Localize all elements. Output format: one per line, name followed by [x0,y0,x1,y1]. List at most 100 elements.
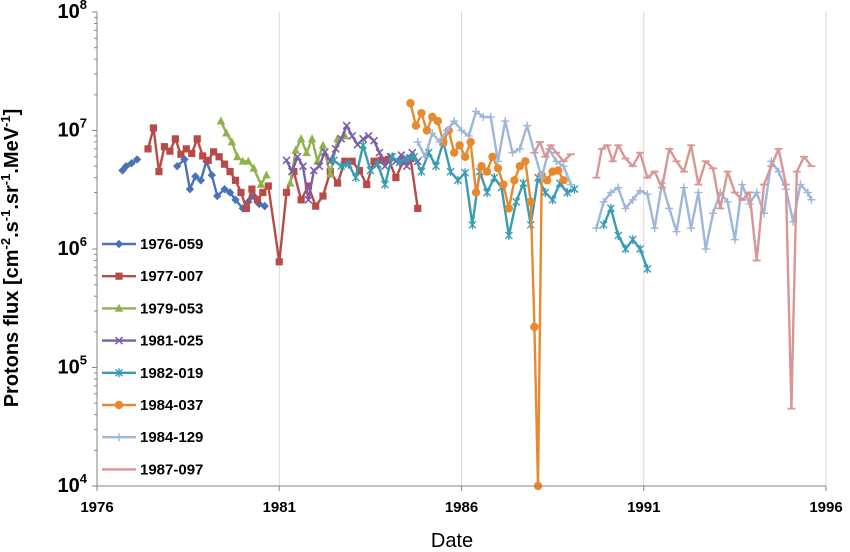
data-point [282,188,291,197]
data-point [225,188,235,197]
data-point [433,116,443,126]
data-point [450,117,459,126]
data-point [397,151,406,160]
data-point [461,168,470,178]
legend-label: 1979-053 [140,300,203,317]
data-point [222,128,231,137]
data-point [411,121,421,130]
data-point [216,116,226,125]
legend-marker [114,400,124,410]
data-point [515,161,525,171]
data-point [694,188,703,197]
data-point [291,145,300,154]
data-point [244,156,253,165]
y-tick-label: 104 [58,471,88,497]
legend-marker [115,433,123,442]
data-point [553,166,563,175]
legend: 1976-059 1977-007 1979-053 1981-025 1982-019… [102,236,203,478]
x-tick-label: 1996 [809,499,842,516]
data-point [510,176,519,185]
data-point [329,155,338,165]
data-point [614,230,623,240]
data-point [395,157,404,167]
data-point [172,161,182,171]
data-point [413,137,422,146]
data-point [155,167,163,176]
data-point [237,188,245,197]
data-point [526,197,535,207]
data-point [256,179,266,188]
data-point [132,155,142,164]
data-point [471,188,481,197]
data-point [643,264,652,274]
data-point [501,117,510,126]
legend-item: 1981-025 [102,333,203,350]
data-point [160,143,169,151]
legend-label: 1987-097 [140,461,203,478]
data-point [614,183,623,192]
x-tick-label: 1991 [627,499,660,516]
data-point [337,161,346,171]
data-point [541,187,550,197]
series-layer [118,98,816,491]
data-point [466,137,475,147]
legend-label: 1982-019 [140,365,203,382]
data-point [249,163,258,172]
data-point [326,169,335,178]
data-point [519,178,528,188]
data-point [460,152,470,161]
data-point [333,179,342,187]
data-point [431,161,440,171]
data-point [472,107,481,116]
data-point [455,141,464,150]
data-point [406,98,415,108]
data-point [369,136,379,145]
data-point [220,184,229,194]
data-point [297,196,305,204]
data-point [363,180,371,189]
data-point [199,152,207,160]
data-point [233,152,242,161]
data-point [275,258,283,266]
data-point [185,184,195,194]
data-point [207,170,217,180]
data-point [621,204,630,213]
data-point [521,157,530,166]
data-point [457,126,466,135]
data-point [477,161,486,171]
data-point [342,121,351,130]
data-point [563,187,572,197]
data-point [298,162,308,171]
data-point [402,154,411,164]
legend-item: 1976-059 [102,236,203,253]
data-point [650,224,659,233]
data-point [304,182,313,190]
data-point [530,322,539,332]
data-point [293,152,302,161]
data-point [464,131,473,140]
data-point [709,209,718,218]
data-point [488,152,497,161]
x-axis-title: Date [431,530,473,552]
legend-item: 1982-019 [102,365,203,382]
data-point [351,173,360,183]
data-point [309,166,318,175]
data-point [512,197,521,207]
series-1987-097 [530,140,816,410]
series-line [416,110,573,185]
data-point [730,235,739,244]
series-line [602,207,649,270]
x-tick-label: 1976 [80,499,113,516]
data-point [318,140,328,149]
data-point [366,165,375,175]
data-point [774,167,783,176]
data-point [493,164,503,173]
data-point [204,156,212,164]
data-point [442,126,451,135]
data-point [260,201,269,211]
legend-marker [115,368,123,378]
data-point [499,180,508,189]
data-point [388,152,397,162]
series-1984-037 [406,98,568,491]
